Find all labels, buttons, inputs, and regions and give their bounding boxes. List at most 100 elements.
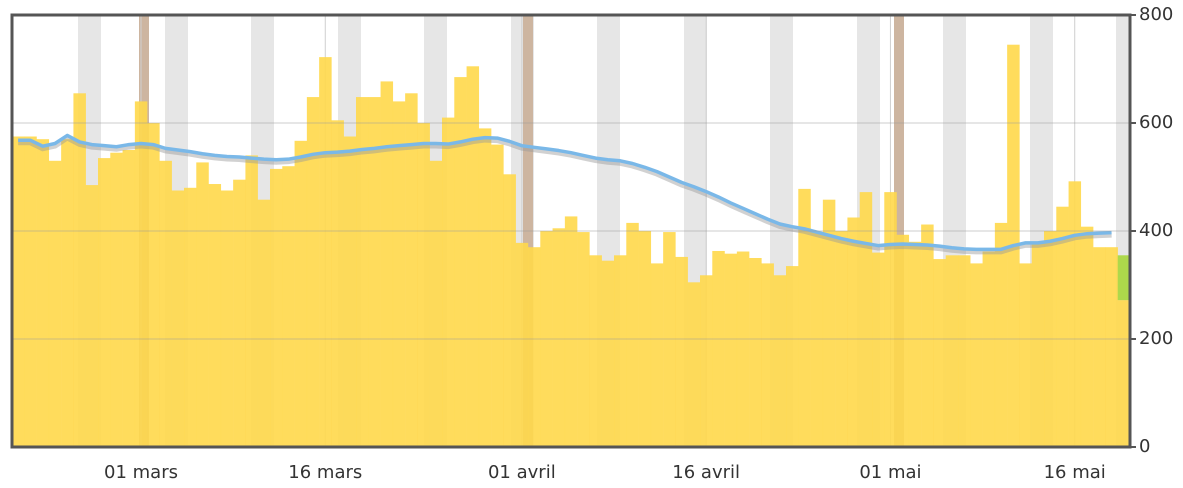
bar <box>921 224 934 447</box>
bar <box>503 174 516 448</box>
y-tick-label: 200 <box>1139 328 1173 349</box>
bar <box>220 190 234 447</box>
bar <box>528 247 541 447</box>
bar <box>626 222 639 447</box>
line <box>18 133 1112 252</box>
bar <box>982 251 996 447</box>
bar <box>147 123 160 447</box>
bar <box>196 162 209 448</box>
y-tick-label: 800 <box>1139 4 1173 25</box>
bar <box>478 128 492 447</box>
plot-frame <box>10 13 1132 449</box>
bar <box>1056 206 1069 447</box>
bar <box>356 97 369 447</box>
bar <box>908 241 922 447</box>
bar <box>884 192 897 447</box>
bar <box>1117 300 1131 447</box>
bar <box>822 199 836 447</box>
bar <box>712 250 725 447</box>
bar <box>1031 241 1045 447</box>
x-tick-label: 01 avril <box>488 462 556 483</box>
bar <box>675 256 688 447</box>
bar <box>85 185 99 447</box>
bar <box>700 275 713 447</box>
bar <box>614 255 627 447</box>
bar <box>442 117 455 447</box>
bar <box>577 232 590 447</box>
bar <box>1105 247 1118 447</box>
bar <box>1093 247 1106 447</box>
bar <box>724 253 738 447</box>
x-tick-label: 16 mai <box>1044 462 1106 483</box>
bar <box>282 166 295 447</box>
bar <box>233 179 246 447</box>
x-tick-label: 16 mars <box>288 462 362 483</box>
bar <box>184 187 197 448</box>
bar <box>270 168 283 447</box>
bar <box>896 234 910 447</box>
bar <box>859 192 873 447</box>
bar <box>122 150 136 447</box>
bar <box>48 160 62 448</box>
bar <box>552 228 566 447</box>
bar <box>36 139 50 447</box>
bar <box>368 97 381 447</box>
bar <box>171 190 185 447</box>
bar <box>872 252 885 447</box>
bar <box>61 139 74 447</box>
bar <box>159 160 172 448</box>
y-tick-label: 600 <box>1139 112 1173 133</box>
bar <box>306 97 320 447</box>
bar <box>1068 181 1082 447</box>
bar <box>1019 263 1032 447</box>
line-shadow <box>18 133 1112 255</box>
bar <box>134 101 148 448</box>
bar <box>749 258 762 447</box>
bar <box>491 144 504 447</box>
bar <box>945 255 959 447</box>
bar <box>319 57 332 448</box>
bar <box>958 255 971 447</box>
bar <box>392 101 406 448</box>
bar <box>24 136 37 447</box>
bar <box>257 199 271 447</box>
bar <box>208 184 222 447</box>
y-tick-label: 0 <box>1139 436 1150 457</box>
bar <box>380 81 394 448</box>
bar <box>1117 255 1131 301</box>
bar <box>847 217 860 447</box>
bar <box>245 155 258 447</box>
bar <box>601 260 615 447</box>
bar <box>294 140 308 447</box>
bar <box>454 77 467 447</box>
bar <box>1080 226 1094 447</box>
bar <box>12 136 25 447</box>
x-tick-label: 01 mars <box>104 462 178 483</box>
bar <box>798 188 811 447</box>
bar <box>589 255 602 447</box>
bar <box>417 123 430 447</box>
y-tick-label: 400 <box>1139 220 1173 241</box>
bar <box>650 263 664 447</box>
x-tick-label: 16 avril <box>672 462 740 483</box>
bar <box>933 259 946 447</box>
x-tick-label: 01 mai <box>859 462 921 483</box>
bar <box>786 266 799 447</box>
bar <box>564 216 578 447</box>
bar <box>687 282 701 447</box>
bar <box>331 120 344 448</box>
bar <box>970 263 983 447</box>
bar <box>466 66 480 448</box>
bar <box>110 152 123 447</box>
bar <box>343 136 357 447</box>
bar <box>429 160 443 448</box>
bar <box>761 263 774 447</box>
bar <box>663 232 676 447</box>
bar <box>73 93 86 448</box>
bar <box>515 242 529 447</box>
bar <box>810 232 824 447</box>
bar <box>98 158 111 447</box>
bar <box>405 93 418 448</box>
bar <box>736 251 750 447</box>
